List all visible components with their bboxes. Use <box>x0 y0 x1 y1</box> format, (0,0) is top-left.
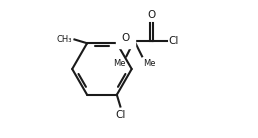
Text: Cl: Cl <box>168 36 179 46</box>
Text: O: O <box>148 10 156 20</box>
Text: Me: Me <box>143 59 155 68</box>
Text: Me: Me <box>113 59 126 68</box>
Text: Cl: Cl <box>115 110 126 120</box>
Text: CH₃: CH₃ <box>57 35 72 44</box>
Text: O: O <box>122 33 130 43</box>
